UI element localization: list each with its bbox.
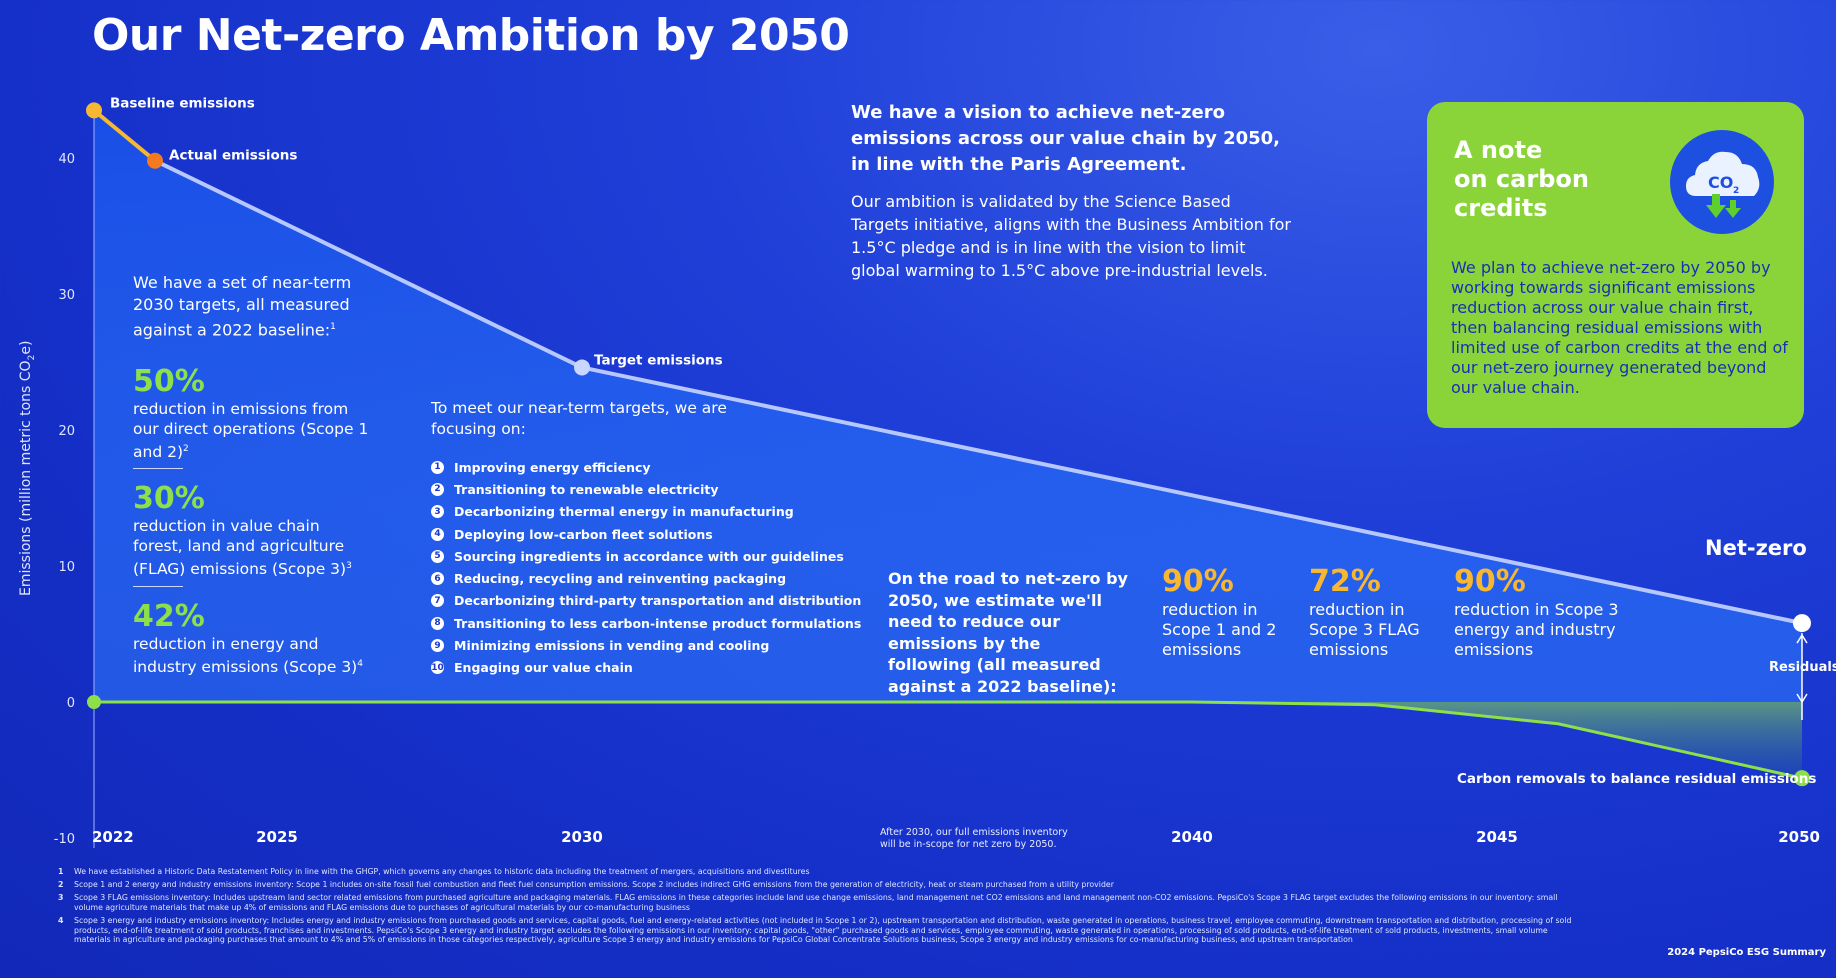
y-tick-label: 0 [67, 696, 75, 711]
x-tick-label: 2022 [92, 828, 134, 846]
list-item: 9 Minimizing emissions in vending and coo… [431, 634, 861, 656]
x-tick-label: 2045 [1476, 828, 1518, 846]
road-stat-3: 90% reduction in Scope 3 energy and indu… [1454, 564, 1644, 660]
x-tick-label: 2030 [561, 828, 603, 846]
y-tick-label: -10 [54, 832, 75, 847]
x-tick-label: 2025 [256, 828, 298, 846]
removals-area [94, 702, 1802, 779]
near-term-intro: We have a set of near-term 2030 targets,… [133, 273, 352, 340]
list-item: 3 Decarbonizing thermal energy in manufac… [431, 501, 861, 523]
y-axis-label: Emissions (million metric tons CO2e) [18, 340, 37, 596]
y-tick-label: 40 [58, 152, 75, 167]
y-tick-label: 30 [58, 288, 75, 303]
list-item: 1 Improving energy efficiency [431, 456, 861, 478]
x-tick-label: 2040 [1171, 828, 1213, 846]
near-term-stat-2: 30% reduction in value chain forest, lan… [133, 482, 373, 579]
list-item: 10 Engaging our value chain [431, 660, 633, 676]
page-title: Our Net-zero Ambition by 2050 [92, 10, 850, 61]
near-term-stat-1: 50% reduction in emissions from our dire… [133, 365, 373, 462]
svg-text:2: 2 [1733, 186, 1739, 196]
target-point [574, 359, 590, 376]
list-item: 2 Transitioning to renewable electricity [431, 478, 861, 500]
carbon-credits-note: A note on carbon credits CO 2 We plan to a… [1427, 102, 1804, 428]
y-tick-label: 20 [58, 424, 75, 439]
baseline-point [86, 102, 102, 119]
zero-start-point [87, 695, 101, 709]
emissions-area [94, 110, 1802, 702]
near-term-stat-3: 42% reduction in energy and industry emi… [133, 600, 373, 677]
co2-cloud-icon: CO 2 [1670, 130, 1774, 234]
divider [133, 586, 183, 587]
road-stat-2: 72% reduction in Scope 3 FLAG emissions [1309, 564, 1449, 660]
carbon-removals-label: Carbon removals to balance residual emis… [1457, 771, 1817, 787]
baseline-label: Baseline emissions [110, 95, 255, 111]
svg-text:CO: CO [1708, 173, 1733, 192]
footnote: 1 We have established a Historic Data Res… [58, 867, 810, 876]
note-body: We plan to achieve net-zero by 2050 by w… [1451, 258, 1788, 397]
footnote: 3 Scope 3 FLAG emissions inventory: Inclu… [58, 893, 1558, 912]
removals-line [94, 700, 1803, 780]
focus-intro: To meet our near-term targets, we are fo… [431, 399, 727, 438]
stat-percent: 50% [133, 364, 205, 399]
x-tick-label: 2050 [1778, 828, 1820, 846]
stat-percent: 42% [133, 599, 205, 634]
stat-percent: 90% [1162, 564, 1234, 599]
note-title: A note on carbon credits [1454, 136, 1589, 222]
road-stat-1: 90% reduction in Scope 1 and 2 emissions [1162, 564, 1302, 660]
vision-body: Our ambition is validated by the Science… [851, 192, 1291, 280]
road-intro: On the road to net-zero by 2050, we esti… [888, 569, 1128, 696]
list-item: 6 Reducing, recycling and reinventing pac… [431, 567, 861, 589]
after-2030-note: After 2030, our full emissions inventory… [880, 827, 1068, 850]
y-tick-label: 10 [58, 560, 75, 575]
vision-headline: We have a vision to achieve net-zero emi… [851, 102, 1281, 175]
divider [133, 468, 183, 469]
list-item: 5 Sourcing ingredients in accordance with… [431, 545, 861, 567]
down-arrow-icon [1796, 693, 1808, 703]
net-zero-point [1793, 614, 1811, 633]
stat-percent: 72% [1309, 564, 1381, 599]
stat-percent: 90% [1454, 564, 1526, 599]
up-arrow-icon [1796, 634, 1808, 644]
focus-list: 1 Improving energy efficiency 2 Transition… [431, 456, 861, 679]
removals-point [1794, 770, 1810, 787]
stat-description: reduction in energy and industry emissio… [133, 635, 363, 677]
stat-description: reduction in Scope 3 energy and industry… [1454, 600, 1619, 659]
footnote: 2 Scope 1 and 2 energy and industry emiss… [58, 880, 1114, 889]
stat-description: reduction in value chain forest, land an… [133, 517, 352, 579]
list-item: 7 Decarbonizing third-party transportatio… [431, 590, 861, 612]
footnote: 4 Scope 3 energy and industry emissions i… [58, 916, 1572, 944]
list-item: 4 Deploying low-carbon fleet solutions [431, 523, 861, 545]
actual-label: Actual emissions [169, 148, 297, 164]
stat-description: reduction in Scope 3 FLAG emissions [1309, 600, 1420, 659]
baseline-line [92, 108, 157, 163]
actual-point [147, 152, 163, 169]
stat-percent: 30% [133, 481, 205, 516]
stat-description: reduction in Scope 1 and 2 emissions [1162, 600, 1277, 659]
list-item: 8 Transitioning to less carbon-intense pr… [431, 612, 861, 634]
target-label: Target emissions [594, 352, 723, 368]
footer-source: 2024 PepsiCo ESG Summary [1667, 947, 1826, 958]
stat-description: reduction in emissions from our direct o… [133, 400, 369, 462]
net-zero-label: Net-zero [1705, 536, 1807, 560]
residuals-label: Residuals [1769, 660, 1836, 675]
